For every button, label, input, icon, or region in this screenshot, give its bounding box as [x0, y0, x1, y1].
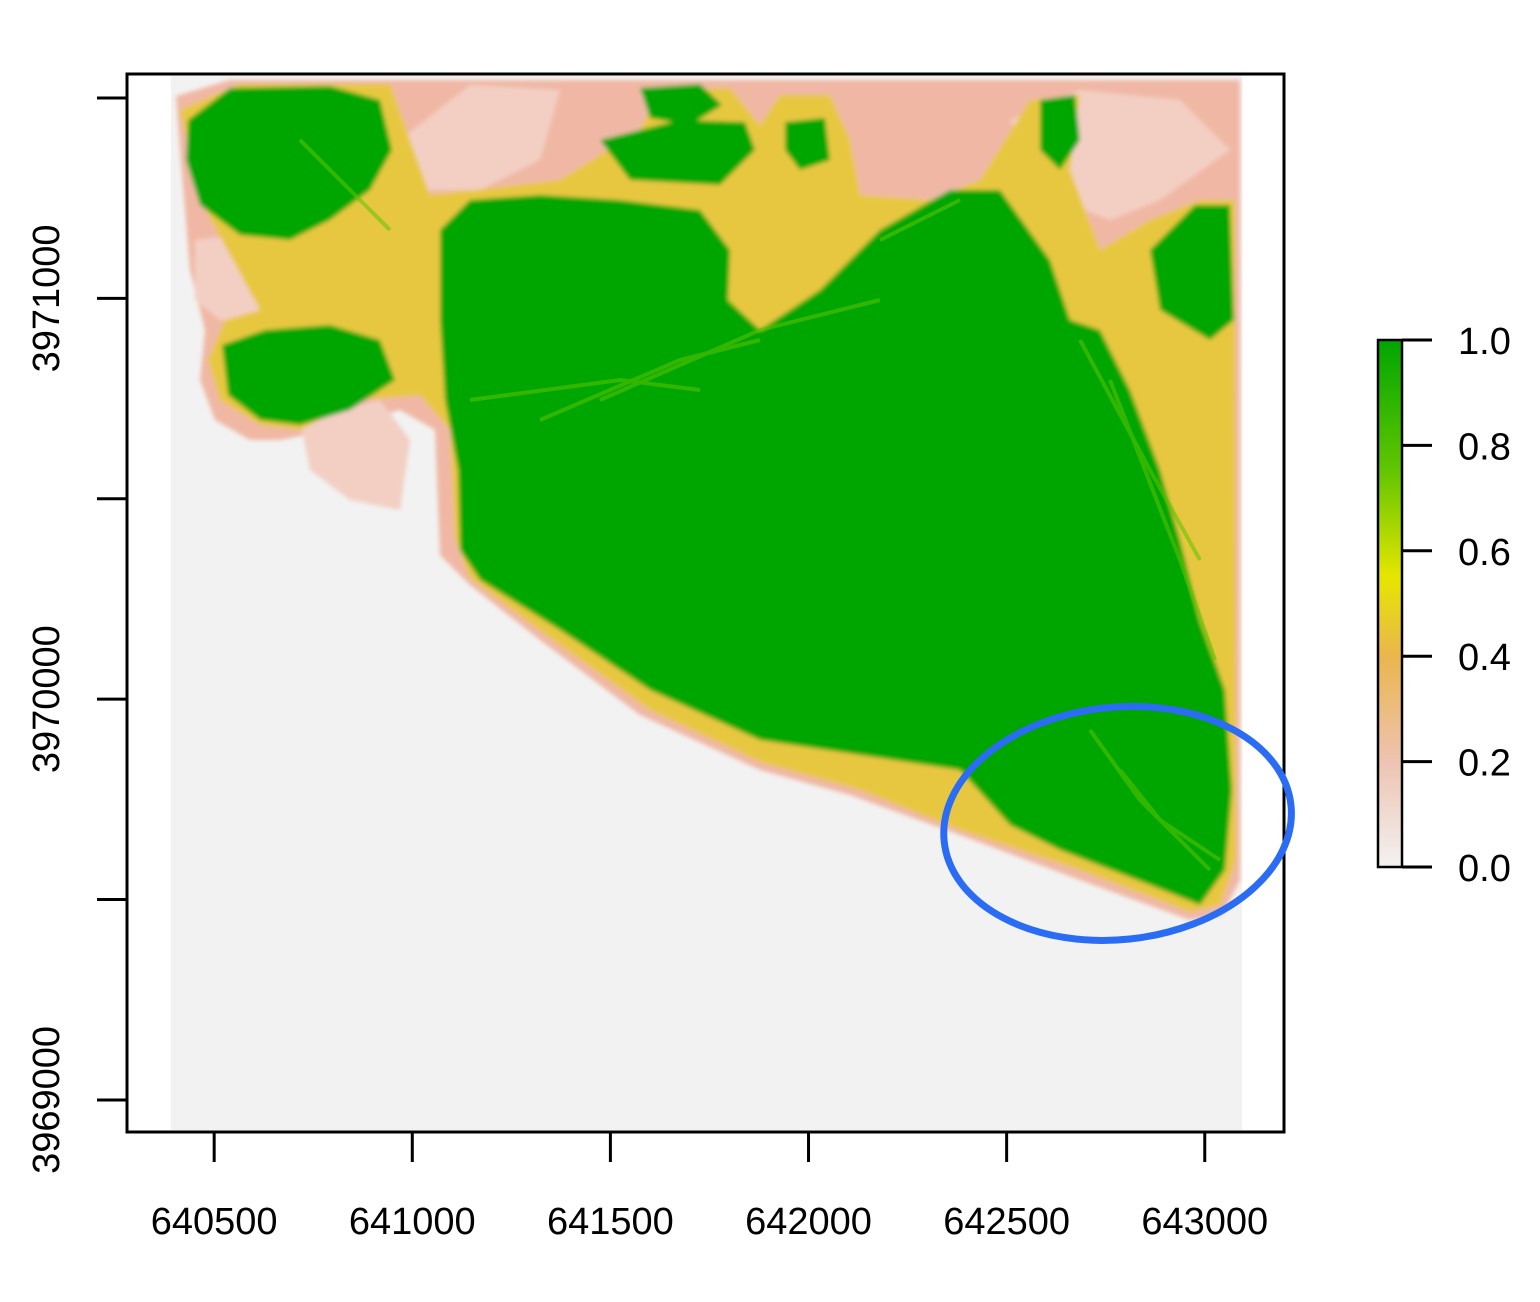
- high-value-nw-blob: [186, 86, 392, 240]
- x-tick-label: 642500: [943, 1201, 1070, 1243]
- color-legend: 1.0 0.8 0.6 0.4 0.2 0.0: [1376, 321, 1511, 890]
- raster-values: [176, 80, 1240, 920]
- legend-tick-label: 0.6: [1458, 532, 1511, 574]
- annotation-circle: [940, 702, 1295, 944]
- high-value-n-patch-2: [600, 120, 755, 185]
- high-value-n-patch-4: [1040, 95, 1080, 170]
- high-value-w-blob: [222, 325, 395, 425]
- legend-color-bar: [1376, 338, 1404, 869]
- low-value-fan-nw: [400, 85, 560, 190]
- raster-texture: [298, 138, 1222, 872]
- high-value-n-patch-1: [640, 84, 722, 125]
- x-tick-label: 641500: [547, 1201, 674, 1243]
- x-axis: 640500 641000 641500 642000 642500 643000: [151, 1132, 1268, 1243]
- x-tick-label: 642000: [745, 1201, 872, 1243]
- y-tick-label: 3971000: [26, 224, 68, 372]
- high-value-n-patch-3: [785, 118, 830, 170]
- legend-tick-label: 0.2: [1458, 743, 1511, 785]
- legend-tick-label: 0.4: [1458, 637, 1511, 679]
- y-tick-label: 3970000: [26, 625, 68, 773]
- high-value-ne-lobe: [1150, 205, 1234, 340]
- x-tick-label: 643000: [1141, 1201, 1268, 1243]
- x-tick-label: 640500: [151, 1201, 278, 1243]
- y-axis: 3969000 3970000 3971000: [26, 96, 127, 1174]
- plot-frame: [125, 72, 1286, 1134]
- x-tick-label: 641000: [349, 1201, 476, 1243]
- legend-tick-label: 0.0: [1458, 848, 1511, 890]
- legend-tick-label: 1.0: [1458, 321, 1511, 363]
- low-value-fan-sw: [300, 400, 410, 510]
- y-tick-label: 3969000: [26, 1026, 68, 1174]
- legend-tick-label: 0.8: [1458, 426, 1511, 468]
